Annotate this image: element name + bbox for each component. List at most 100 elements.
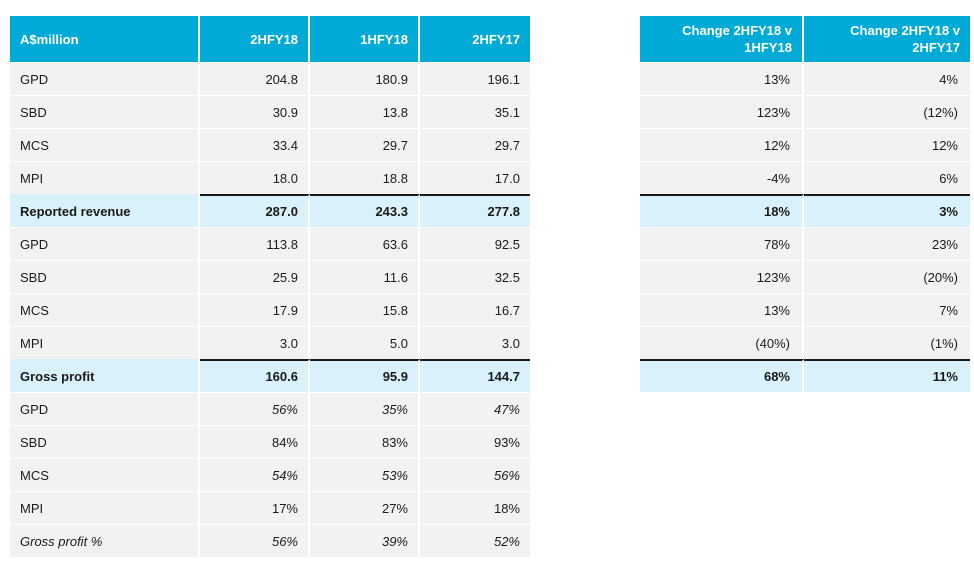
table-row: MPI 3.0 5.0 3.0 <box>10 326 530 359</box>
column-header-2hfy18: 2HFY18 <box>200 16 310 62</box>
cell-value: 243.3 <box>310 194 420 227</box>
table-row: MPI 17% 27% 18% <box>10 491 530 524</box>
cell-value: 54% <box>200 458 310 491</box>
cell-value: 27% <box>310 491 420 524</box>
column-header-label: A$million <box>10 16 200 62</box>
cell-value: 93% <box>420 425 530 458</box>
table-row: 123% (20%) <box>640 260 970 293</box>
cell-value: 23% <box>804 227 970 260</box>
cell-value: 84% <box>200 425 310 458</box>
cell-value: 63.6 <box>310 227 420 260</box>
cell-value: 16.7 <box>420 293 530 326</box>
cell-value: -4% <box>640 161 804 194</box>
cell-value: 29.7 <box>310 128 420 161</box>
table-row: MCS 17.9 15.8 16.7 <box>10 293 530 326</box>
cell-value: 196.1 <box>420 62 530 95</box>
total-row-gross-profit-change: 68% 11% <box>640 359 970 392</box>
table-row: SBD 30.9 13.8 35.1 <box>10 95 530 128</box>
table-row: MCS 54% 53% 56% <box>10 458 530 491</box>
cell-value: 18.0 <box>200 161 310 194</box>
cell-value: 39% <box>310 524 420 557</box>
row-label: MCS <box>10 293 200 326</box>
cell-value: 92.5 <box>420 227 530 260</box>
header-row: A$million 2HFY18 1HFY18 2HFY17 <box>10 16 530 62</box>
cell-value: 13.8 <box>310 95 420 128</box>
cell-value: 160.6 <box>200 359 310 392</box>
cell-value: 78% <box>640 227 804 260</box>
cell-value: 56% <box>200 524 310 557</box>
cell-value: 52% <box>420 524 530 557</box>
row-label: GPD <box>10 227 200 260</box>
column-header-2hfy17: 2HFY17 <box>420 16 530 62</box>
cell-value: 144.7 <box>420 359 530 392</box>
cell-value: 11% <box>804 359 970 392</box>
row-label: MCS <box>10 128 200 161</box>
cell-value: 18% <box>640 194 804 227</box>
cell-value: 25.9 <box>200 260 310 293</box>
cell-value: 15.8 <box>310 293 420 326</box>
cell-value: 11.6 <box>310 260 420 293</box>
row-label: MCS <box>10 458 200 491</box>
cell-value: 5.0 <box>310 326 420 359</box>
cell-value: 3.0 <box>420 326 530 359</box>
cell-value: 83% <box>310 425 420 458</box>
row-label: Gross profit % <box>10 524 200 557</box>
cell-value: 53% <box>310 458 420 491</box>
row-label: MPI <box>10 326 200 359</box>
cell-value: 33.4 <box>200 128 310 161</box>
table-row: -4% 6% <box>640 161 970 194</box>
row-label: Reported revenue <box>10 194 200 227</box>
cell-value: 6% <box>804 161 970 194</box>
table-row: 13% 4% <box>640 62 970 95</box>
row-label: SBD <box>10 260 200 293</box>
header-row: Change 2HFY18 v 1HFY18 Change 2HFY18 v 2… <box>640 16 970 62</box>
row-label: GPD <box>10 392 200 425</box>
row-label: Gross profit <box>10 359 200 392</box>
table-row: 78% 23% <box>640 227 970 260</box>
table-row: GPD 113.8 63.6 92.5 <box>10 227 530 260</box>
cell-value: 204.8 <box>200 62 310 95</box>
cell-value: 17.9 <box>200 293 310 326</box>
table-row: (40%) (1%) <box>640 326 970 359</box>
cell-value: 3% <box>804 194 970 227</box>
cell-value: 56% <box>420 458 530 491</box>
table-row: 123% (12%) <box>640 95 970 128</box>
cell-value: 123% <box>640 95 804 128</box>
cell-value: 180.9 <box>310 62 420 95</box>
table-row: 12% 12% <box>640 128 970 161</box>
cell-value: 17% <box>200 491 310 524</box>
financial-table: A$million 2HFY18 1HFY18 2HFY17 GPD 204.8… <box>10 16 530 557</box>
cell-value: 32.5 <box>420 260 530 293</box>
cell-value: (1%) <box>804 326 970 359</box>
cell-value: (40%) <box>640 326 804 359</box>
cell-value: 30.9 <box>200 95 310 128</box>
row-label: GPD <box>10 62 200 95</box>
cell-value: 113.8 <box>200 227 310 260</box>
column-header-1hfy18: 1HFY18 <box>310 16 420 62</box>
cell-value: (12%) <box>804 95 970 128</box>
cell-value: 277.8 <box>420 194 530 227</box>
cell-value: 13% <box>640 293 804 326</box>
cell-value: 3.0 <box>200 326 310 359</box>
cell-value: 47% <box>420 392 530 425</box>
cell-value: 95.9 <box>310 359 420 392</box>
table-row: Gross profit % 56% 39% 52% <box>10 524 530 557</box>
cell-value: 68% <box>640 359 804 392</box>
cell-value: 12% <box>640 128 804 161</box>
cell-value: 29.7 <box>420 128 530 161</box>
total-row-reported-revenue: Reported revenue 287.0 243.3 277.8 <box>10 194 530 227</box>
cell-value: 17.0 <box>420 161 530 194</box>
column-header-change-vs-2hfy17: Change 2HFY18 v 2HFY17 <box>804 16 970 62</box>
cell-value: 287.0 <box>200 194 310 227</box>
row-label: SBD <box>10 95 200 128</box>
cell-value: 123% <box>640 260 804 293</box>
table-row: MCS 33.4 29.7 29.7 <box>10 128 530 161</box>
table-row: SBD 25.9 11.6 32.5 <box>10 260 530 293</box>
total-row-reported-revenue-change: 18% 3% <box>640 194 970 227</box>
cell-value: 18% <box>420 491 530 524</box>
cell-value: 7% <box>804 293 970 326</box>
change-table: Change 2HFY18 v 1HFY18 Change 2HFY18 v 2… <box>640 16 970 392</box>
table-row: MPI 18.0 18.8 17.0 <box>10 161 530 194</box>
row-label: SBD <box>10 425 200 458</box>
cell-value: 13% <box>640 62 804 95</box>
